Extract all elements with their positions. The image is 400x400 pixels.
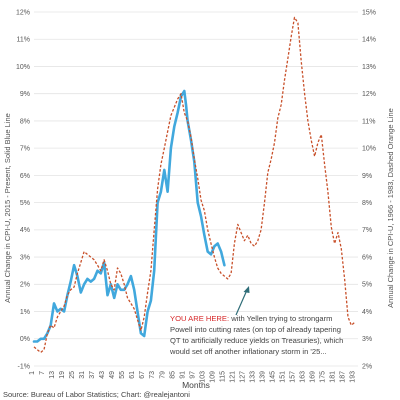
- left-tick-label: 9%: [20, 91, 30, 98]
- x-tick-label: 175: [320, 371, 327, 383]
- x-tick-label: 163: [300, 371, 307, 383]
- right-tick-label: 3%: [362, 336, 372, 343]
- right-tick-label: 12%: [362, 91, 376, 98]
- x-tick-label: 181: [330, 371, 337, 383]
- x-axis-label: Months: [182, 380, 210, 390]
- x-tick-label: 133: [249, 371, 256, 383]
- x-tick-label: 127: [239, 371, 246, 383]
- x-tick-label: 103: [199, 371, 206, 383]
- right-tick-label: 7%: [362, 227, 372, 234]
- x-tick-label: 193: [350, 371, 357, 383]
- x-tick-label: 115: [219, 371, 226, 382]
- x-tick-label: 151: [280, 371, 287, 383]
- right-tick-label: 4%: [362, 309, 372, 316]
- x-tick-label: 61: [129, 371, 136, 379]
- x-tick-label: 55: [119, 371, 126, 379]
- x-tick-label: 13: [49, 371, 56, 379]
- x-tick-label: 97: [189, 371, 196, 379]
- annotation-arrow: [235, 289, 248, 316]
- left-tick-label: 1%: [20, 309, 30, 316]
- x-tick-label: 169: [310, 371, 317, 383]
- gridlines: [34, 11, 358, 367]
- annotation-line-2: Powell into cutting rates (on top of alr…: [170, 325, 341, 334]
- left-tick-label: 7%: [20, 146, 30, 153]
- right-tick-label: 15%: [362, 9, 376, 16]
- annotation-arrowhead: [243, 286, 250, 293]
- annotation-line-4: would set off another inflationary storm…: [169, 347, 327, 356]
- right-axis-ticks: 2% 3% 4% 5% 6% 7% 8% 9% 10% 11% 12% 13% 14% 15%: [362, 9, 376, 370]
- x-tick-label: 1: [29, 371, 36, 375]
- series-line-1966-1983: [33, 16, 356, 354]
- annotation-highlight: YOU ARE HERE:: [170, 314, 229, 323]
- left-tick-label: 5%: [20, 200, 30, 207]
- left-tick-label: 8%: [20, 118, 30, 125]
- annotation: YOU ARE HERE: with Yellen trying to stro…: [169, 286, 343, 356]
- x-tick-label: 145: [269, 371, 276, 383]
- left-tick-label: 10%: [16, 64, 30, 71]
- left-axis-ticks: -1% 0% 1% 2% 3% 4% 5% 6% 7% 8% 9% 10% 11% 12%: [16, 9, 30, 370]
- series-lines: [32, 16, 356, 354]
- x-tick-label: 157: [290, 371, 297, 383]
- left-tick-label: 0%: [20, 336, 30, 343]
- source-note: Source: Bureau of Labor Statistics; Char…: [3, 390, 190, 399]
- annotation-line-1: YOU ARE HERE: with Yellen trying to stro…: [170, 314, 333, 323]
- x-tick-label: 73: [149, 371, 156, 379]
- x-tick-label: 19: [59, 371, 66, 379]
- right-tick-label: 10%: [362, 146, 376, 153]
- left-tick-label: -1%: [18, 363, 30, 370]
- left-axis-label: Annual Change in CPI-U, 2015 - Present, …: [3, 113, 12, 303]
- annotation-line-3: QT to artificially reduce yields on Trea…: [170, 336, 343, 345]
- right-tick-label: 11%: [362, 118, 376, 125]
- left-tick-label: 12%: [16, 9, 30, 16]
- x-tick-label: 25: [69, 371, 76, 379]
- left-tick-label: 11%: [17, 37, 31, 44]
- x-tick-label: 67: [139, 371, 146, 379]
- left-tick-label: 6%: [20, 173, 30, 180]
- x-axis-ticks: 1 7 13 19 25 31 37 43 49 55 61 67 73 79 85 91 97 103 109 11…: [29, 371, 357, 383]
- right-axis-label: Annual Change in CPI-U, 1966 - 1983, Das…: [386, 108, 395, 308]
- x-tick-label: 91: [179, 371, 186, 379]
- x-tick-label: 139: [259, 371, 266, 383]
- x-tick-label: 121: [229, 371, 236, 383]
- right-tick-label: 2%: [362, 363, 372, 370]
- series-line-2015-present: [32, 89, 226, 343]
- x-tick-label: 109: [209, 371, 216, 383]
- left-tick-label: 2%: [20, 282, 30, 289]
- x-tick-label: 31: [79, 371, 86, 379]
- right-tick-label: 6%: [362, 254, 372, 261]
- x-tick-label: 43: [99, 371, 106, 379]
- x-tick-label: 85: [169, 371, 176, 379]
- x-tick-label: 187: [340, 371, 347, 383]
- x-tick-label: 7: [39, 371, 46, 375]
- x-tick-label: 79: [159, 371, 166, 379]
- right-tick-label: 9%: [362, 173, 372, 180]
- right-tick-label: 13%: [362, 64, 376, 71]
- x-tick-label: 37: [89, 371, 96, 379]
- left-tick-label: 3%: [20, 254, 30, 261]
- right-tick-label: 14%: [362, 37, 376, 44]
- right-tick-label: 5%: [362, 282, 372, 289]
- left-tick-label: 4%: [20, 227, 30, 234]
- annotation-text-1: with Yellen trying to strongarm: [229, 314, 332, 323]
- right-tick-label: 8%: [362, 200, 372, 207]
- x-tick-label: 49: [109, 371, 116, 379]
